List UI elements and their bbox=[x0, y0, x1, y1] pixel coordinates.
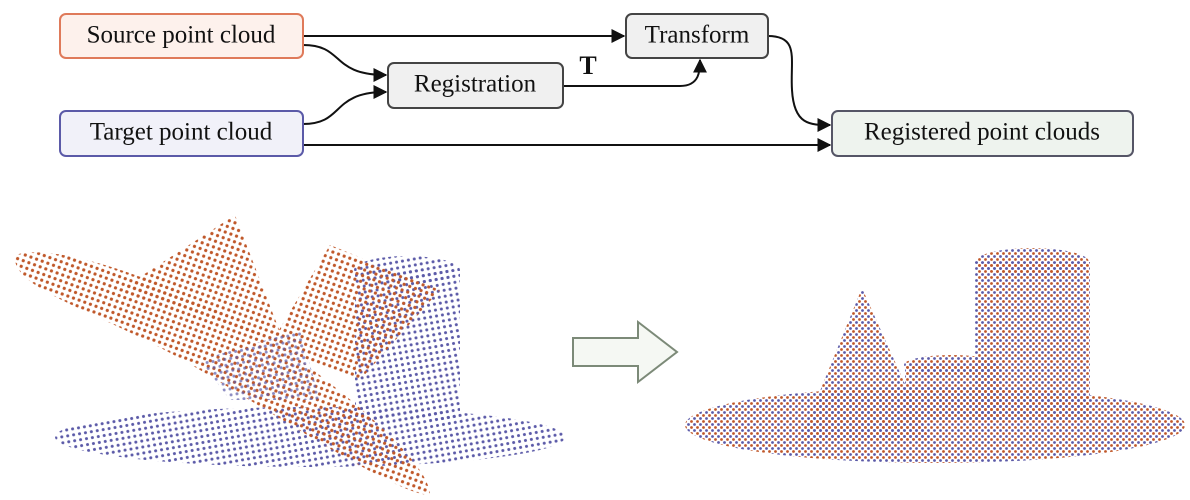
node-label: Target point cloud bbox=[90, 119, 273, 146]
node-label: Source point cloud bbox=[87, 22, 276, 49]
edge bbox=[303, 45, 386, 75]
point-cloud-before bbox=[15, 215, 565, 495]
point-cloud-after bbox=[685, 248, 1185, 463]
transition-arrow bbox=[573, 322, 677, 382]
edge-label: T bbox=[579, 51, 596, 80]
page: {"nodes": [ {"label": "Source point clou… bbox=[0, 0, 1190, 500]
node-label: Registered point clouds bbox=[864, 119, 1100, 146]
edge bbox=[303, 92, 386, 124]
edge bbox=[768, 36, 830, 125]
node-label: Registration bbox=[414, 71, 537, 98]
node-label: Transform bbox=[645, 22, 750, 49]
diagram: Source point cloud Target point cloud Re… bbox=[0, 0, 1190, 500]
